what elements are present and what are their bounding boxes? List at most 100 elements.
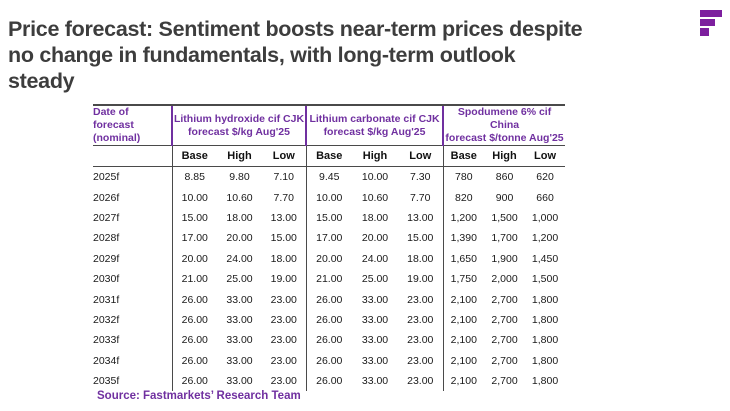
value-cell: 26.00 xyxy=(171,289,217,310)
fastmarkets-logo-icon xyxy=(700,10,722,36)
subheader-low: Low xyxy=(398,145,444,167)
value-cell: 19.00 xyxy=(407,273,434,286)
subheader-low: Low xyxy=(525,145,566,167)
value-cell: 1,450 xyxy=(531,252,559,265)
value-cell: 780 xyxy=(442,166,485,188)
value-cell: 13.00 xyxy=(270,211,297,224)
source-note: Source: Fastmarkets’ Research Team xyxy=(97,390,301,402)
value-cell: 1,200 xyxy=(442,207,485,229)
value-cell: 18.00 xyxy=(226,211,253,224)
value-cell: 8.85 xyxy=(171,166,217,188)
value-cell: 620 xyxy=(536,171,554,184)
table-row: 2026f 10.00 10.60 7.70 10.00 10.60 7.70 820 900 6… xyxy=(93,187,565,208)
value-cell: 10.00 xyxy=(361,171,389,184)
year-cell: 2027f xyxy=(93,211,120,224)
value-cell: 26.00 xyxy=(305,309,353,331)
value-cell: 20.00 xyxy=(171,248,217,269)
value-cell: 2,100 xyxy=(442,289,485,310)
value-cell: 860 xyxy=(495,171,514,184)
group-header-spodumene: Spodumene 6% cif China forecast $/tonne … xyxy=(442,104,566,146)
value-cell: 1,390 xyxy=(442,228,485,249)
value-cell: 33.00 xyxy=(361,354,389,367)
subheader-base: Base xyxy=(171,145,217,167)
value-cell: 23.00 xyxy=(407,354,434,367)
group-header-row: Date of forecast (nominal) Lithium hydro… xyxy=(93,104,566,146)
value-cell: 26.00 xyxy=(171,370,217,392)
value-cell: 1,000 xyxy=(531,211,559,224)
value-cell: 7.70 xyxy=(410,191,431,204)
value-cell: 9.45 xyxy=(305,166,353,188)
subheader-base: Base xyxy=(305,145,353,167)
logo-bar-middle xyxy=(700,19,715,26)
table-row: 2034f 26.00 33.00 23.00 26.00 33.00 23.00 2,100… xyxy=(93,350,565,371)
subheader-base: Base xyxy=(442,145,485,167)
year-cell: 2028f xyxy=(93,232,120,245)
value-cell: 25.00 xyxy=(226,273,253,286)
value-cell: 23.00 xyxy=(270,334,297,347)
value-cell: 2,100 xyxy=(442,350,485,371)
value-cell: 2,000 xyxy=(491,273,518,286)
subheader-row: Base High Low Base High Low Base High Lo… xyxy=(93,145,566,167)
year-cell: 2035f xyxy=(93,375,120,388)
year-cell: 2030f xyxy=(93,273,120,286)
date-column-header: Date of forecast (nominal) xyxy=(93,104,172,146)
value-cell: 33.00 xyxy=(361,293,389,306)
year-cell: 2034f xyxy=(93,354,120,367)
year-cell: 2031f xyxy=(93,293,120,306)
subheader-high: High xyxy=(352,145,399,167)
year-cell: 2033f xyxy=(93,334,120,347)
date-header-line-1: Date of forecast xyxy=(93,106,134,131)
value-cell: 1,800 xyxy=(531,293,559,306)
value-cell: 17.00 xyxy=(171,228,217,249)
table-row: 2033f 26.00 33.00 23.00 26.00 33.00 23.00 2,100… xyxy=(93,330,565,351)
logo-bar-bottom xyxy=(700,28,709,36)
value-cell: 2,700 xyxy=(491,293,518,306)
value-cell: 1,800 xyxy=(531,313,559,326)
value-cell: 2,700 xyxy=(491,354,518,367)
group-header-lithium-carbonate: Lithium carbonate cif CJK forecast $/kg … xyxy=(305,104,444,146)
value-cell: 10.00 xyxy=(305,187,353,208)
value-cell: 25.00 xyxy=(361,273,389,286)
value-cell: 15.00 xyxy=(270,232,297,245)
value-cell: 1,500 xyxy=(491,211,518,224)
title-line-2: no change in fundamentals, with long-ter… xyxy=(8,43,516,68)
value-cell: 26.00 xyxy=(305,350,353,371)
page-title: Price forecast: Sentiment boosts near-te… xyxy=(8,16,583,94)
table-row: 2027f 15.00 18.00 13.00 15.00 18.00 13.00 1,200… xyxy=(93,207,565,229)
value-cell: 23.00 xyxy=(407,293,434,306)
subheader-empty xyxy=(93,145,172,167)
value-cell: 33.00 xyxy=(226,334,253,347)
table-row: 2029f 20.00 24.00 18.00 20.00 24.00 18.00 1,650… xyxy=(93,248,565,269)
table-row: 2025f 8.85 9.80 7.10 9.45 10.00 7.30 780 860 620 xyxy=(93,166,565,188)
value-cell: 1,650 xyxy=(442,248,485,269)
value-cell: 23.00 xyxy=(270,293,297,306)
value-cell: 20.00 xyxy=(361,232,389,245)
value-cell: 26.00 xyxy=(171,350,217,371)
value-cell: 2,100 xyxy=(442,330,485,351)
group-header-lithium-hydroxide: Lithium hydroxide cif CJK forecast $/kg … xyxy=(170,104,307,146)
value-cell: 33.00 xyxy=(226,375,253,388)
value-cell: 33.00 xyxy=(226,293,253,306)
value-cell: 20.00 xyxy=(226,232,253,245)
value-cell: 1,500 xyxy=(531,273,559,286)
table-row: 2035f 26.00 33.00 23.00 26.00 33.00 23.00 2,100… xyxy=(93,370,565,392)
title-line-3: steady xyxy=(8,69,75,94)
value-cell: 23.00 xyxy=(407,375,434,388)
logo-bar-top xyxy=(700,10,722,17)
subheader-high: High xyxy=(217,145,262,167)
price-forecast-table: Date of forecast (nominal) Lithium hydro… xyxy=(93,104,566,392)
value-cell: 2,700 xyxy=(491,334,518,347)
year-cell: 2026f xyxy=(93,191,120,204)
value-cell: 21.00 xyxy=(171,268,217,290)
value-cell: 33.00 xyxy=(361,375,389,388)
value-cell: 18.00 xyxy=(270,252,297,265)
value-cell: 26.00 xyxy=(305,289,353,310)
value-cell: 660 xyxy=(536,191,554,204)
value-cell: 33.00 xyxy=(226,354,253,367)
subheader-high: High xyxy=(484,145,526,167)
year-cell: 2029f xyxy=(93,252,120,265)
value-cell: 23.00 xyxy=(407,334,434,347)
value-cell: 15.00 xyxy=(171,207,217,229)
value-cell: 1,750 xyxy=(442,268,485,290)
